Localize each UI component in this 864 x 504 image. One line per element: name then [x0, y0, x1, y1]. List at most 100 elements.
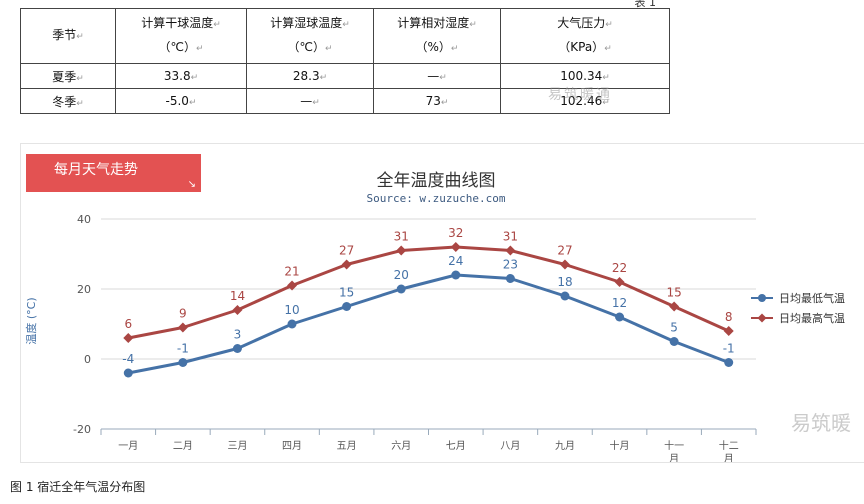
- data-label: 31: [394, 230, 409, 244]
- header-season: 季节↵: [20, 8, 116, 64]
- data-point: [177, 322, 188, 333]
- data-point: [287, 319, 297, 329]
- y-tick-label: -20: [73, 423, 91, 436]
- data-point: [614, 277, 625, 287]
- data-point: [123, 368, 133, 378]
- x-tick-label: 四月: [282, 440, 302, 452]
- table-label: 表 1: [634, 0, 657, 9]
- x-tick-label: 八月: [500, 440, 520, 452]
- chart-subtitle: Source: w.zuzuche.com: [366, 192, 505, 205]
- data-label: 18: [557, 275, 572, 289]
- x-tick-label: 六月: [391, 440, 411, 452]
- data-label: 5: [670, 321, 678, 335]
- data-point: [178, 358, 188, 367]
- data-label: 24: [448, 254, 463, 268]
- data-label: -1: [177, 342, 189, 356]
- data-label: 27: [557, 244, 572, 258]
- x-tick-label: 十一: [664, 439, 684, 452]
- legend-marker: [758, 294, 766, 302]
- data-point: [559, 259, 570, 270]
- panel-watermark: 易筑暖: [791, 411, 851, 435]
- data-point: [560, 291, 570, 301]
- data-point: [669, 337, 679, 346]
- data-point: [451, 270, 461, 280]
- legend-label: 日均最低气温: [779, 291, 845, 305]
- x-tick-label: 十月: [610, 439, 630, 452]
- data-label: 22: [612, 261, 627, 275]
- header-dry-bulb: 计算干球温度↵ （℃）↵: [115, 8, 247, 64]
- table-cell: 冬季↵: [20, 88, 116, 114]
- header-humidity: 计算相对湿度↵ （%）↵: [373, 8, 501, 64]
- monthly-weather-badge[interactable]: 每月天气走势 ↘: [26, 154, 201, 192]
- data-label: 15: [339, 286, 354, 300]
- data-label: 21: [284, 265, 299, 279]
- data-label: 12: [612, 296, 627, 310]
- legend-marker: [757, 313, 767, 323]
- data-point: [669, 301, 680, 312]
- data-point: [287, 280, 298, 291]
- data-point: [396, 245, 407, 256]
- data-point: [123, 333, 134, 343]
- table-header-row: 季节↵ 计算干球温度↵ （℃）↵ 计算湿球温度↵ （℃）↵ 计算相对湿度↵ （%）↵ …: [20, 8, 670, 64]
- table-cell: -5.0↵: [115, 88, 247, 114]
- arrow-icon: ↘: [187, 179, 196, 190]
- chart-panel: -20 0 20 40 一月 二月 三月 四月 五月 六月 七月 八月 九月 十月 十一月十二月 -4 -1…: [20, 143, 864, 463]
- x-tick-label: 三月: [227, 440, 247, 452]
- data-label: 20: [394, 268, 409, 282]
- data-label: 9: [179, 307, 187, 321]
- data-point: [615, 312, 625, 322]
- data-point: [724, 358, 734, 367]
- parameter-table-section: 表 1 季节↵ 计算干球温度↵ （℃）↵ 计算湿球温度↵ （℃）↵ 计算相对湿度↵ （…: [20, 0, 670, 121]
- x-tick-label: 二月: [173, 440, 193, 452]
- data-label: 6: [124, 317, 132, 331]
- data-point: [396, 284, 406, 294]
- data-label: 10: [284, 303, 299, 317]
- figure-caption: 图 1 宿迁全年气温分布图: [10, 480, 146, 494]
- data-point: [505, 274, 515, 283]
- header-wet-bulb: 计算湿球温度↵ （℃）↵: [246, 8, 374, 64]
- chart-title: 全年温度曲线图: [377, 171, 496, 191]
- data-point: [232, 305, 243, 315]
- table-cell: 28.3↵: [246, 63, 374, 89]
- header-pressure: 大气压力↵ （KPa）↵: [500, 8, 670, 64]
- table-cell: 33.8↵: [115, 63, 247, 89]
- data-point: [341, 259, 352, 270]
- table-cell: —↵: [373, 63, 501, 89]
- data-label: 8: [725, 310, 733, 324]
- parameter-table: 季节↵ 计算干球温度↵ （℃）↵ 计算湿球温度↵ （℃）↵ 计算相对湿度↵ （%）↵ …: [20, 8, 670, 114]
- data-point: [505, 245, 516, 256]
- data-label: -4: [122, 352, 134, 366]
- table-watermark: 易筑暖通: [548, 87, 612, 103]
- data-label: 27: [339, 244, 354, 258]
- x-tick-label: 五月: [337, 440, 357, 452]
- data-label: 15: [666, 286, 681, 300]
- data-label: -1: [723, 342, 735, 356]
- data-point: [342, 302, 352, 311]
- y-tick-label: 20: [77, 283, 91, 296]
- x-tick-label: 九月: [555, 440, 575, 452]
- table-row: 冬季↵ -5.0↵ —↵ 73↵ 102.46↵: [20, 88, 670, 114]
- data-label: 3: [234, 328, 242, 342]
- y-tick-label: 0: [84, 353, 91, 366]
- data-point: [450, 242, 461, 252]
- data-label: 31: [503, 230, 518, 244]
- data-point: [232, 344, 242, 353]
- x-tick-label: 月: [724, 453, 734, 462]
- x-tick-label: 七月: [446, 440, 466, 452]
- table-cell: —↵: [246, 88, 374, 114]
- y-axis-label: 温度 (°C): [24, 297, 38, 344]
- legend-label: 日均最高气温: [779, 311, 845, 325]
- data-point: [723, 326, 734, 336]
- x-tick-label: 一月: [118, 440, 138, 452]
- y-tick-label: 40: [77, 213, 91, 226]
- series-line: [128, 273, 730, 375]
- data-label: 32: [448, 226, 463, 240]
- badge-label: 每月天气走势: [54, 162, 138, 178]
- data-label: 14: [230, 289, 245, 303]
- table-cell: 100.34↵: [500, 63, 670, 89]
- table-cell: 102.46↵: [500, 88, 670, 114]
- series-line: [128, 245, 730, 340]
- table-cell: 夏季↵: [20, 63, 116, 89]
